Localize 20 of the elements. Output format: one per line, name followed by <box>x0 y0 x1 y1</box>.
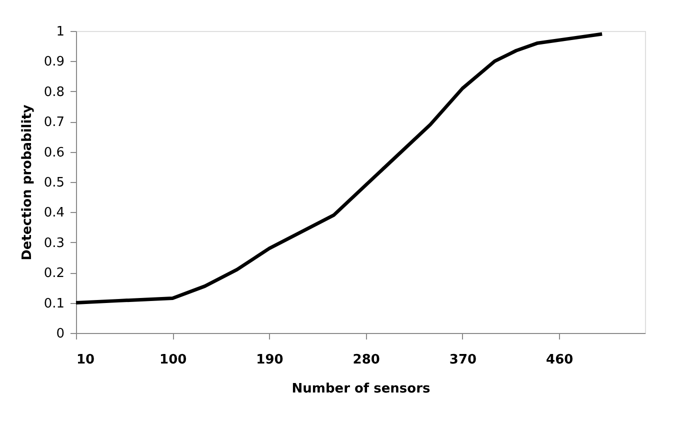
y-tick-label: 0.5 <box>44 176 64 190</box>
y-tick-label: 1 <box>56 24 64 40</box>
x-tick-label: 10 <box>76 352 95 368</box>
line-series <box>74 32 604 305</box>
y-tick-label: 0.9 <box>44 54 64 70</box>
y-tick-label: 0 <box>56 326 64 342</box>
x-tick-label: 280 <box>352 352 380 368</box>
y-axis-title: Detection probability <box>20 104 35 260</box>
x-tick-label: 370 <box>449 352 477 368</box>
x-axis-title: Number of sensors <box>292 382 430 396</box>
y-tick-label: 0.8 <box>44 84 64 100</box>
y-tick-label: 0.7 <box>44 115 64 130</box>
x-tick-label: 460 <box>546 352 574 368</box>
y-tick-label: 0.6 <box>44 145 64 160</box>
x-tick-label: 100 <box>160 352 187 368</box>
x-tick-label: 190 <box>256 352 284 368</box>
y-tick-label: 0.1 <box>44 296 64 312</box>
y-tick-label: 0.3 <box>44 236 64 251</box>
y-tick-label: 0.4 <box>44 206 64 221</box>
y-tick-label: 0.2 <box>44 266 64 282</box>
